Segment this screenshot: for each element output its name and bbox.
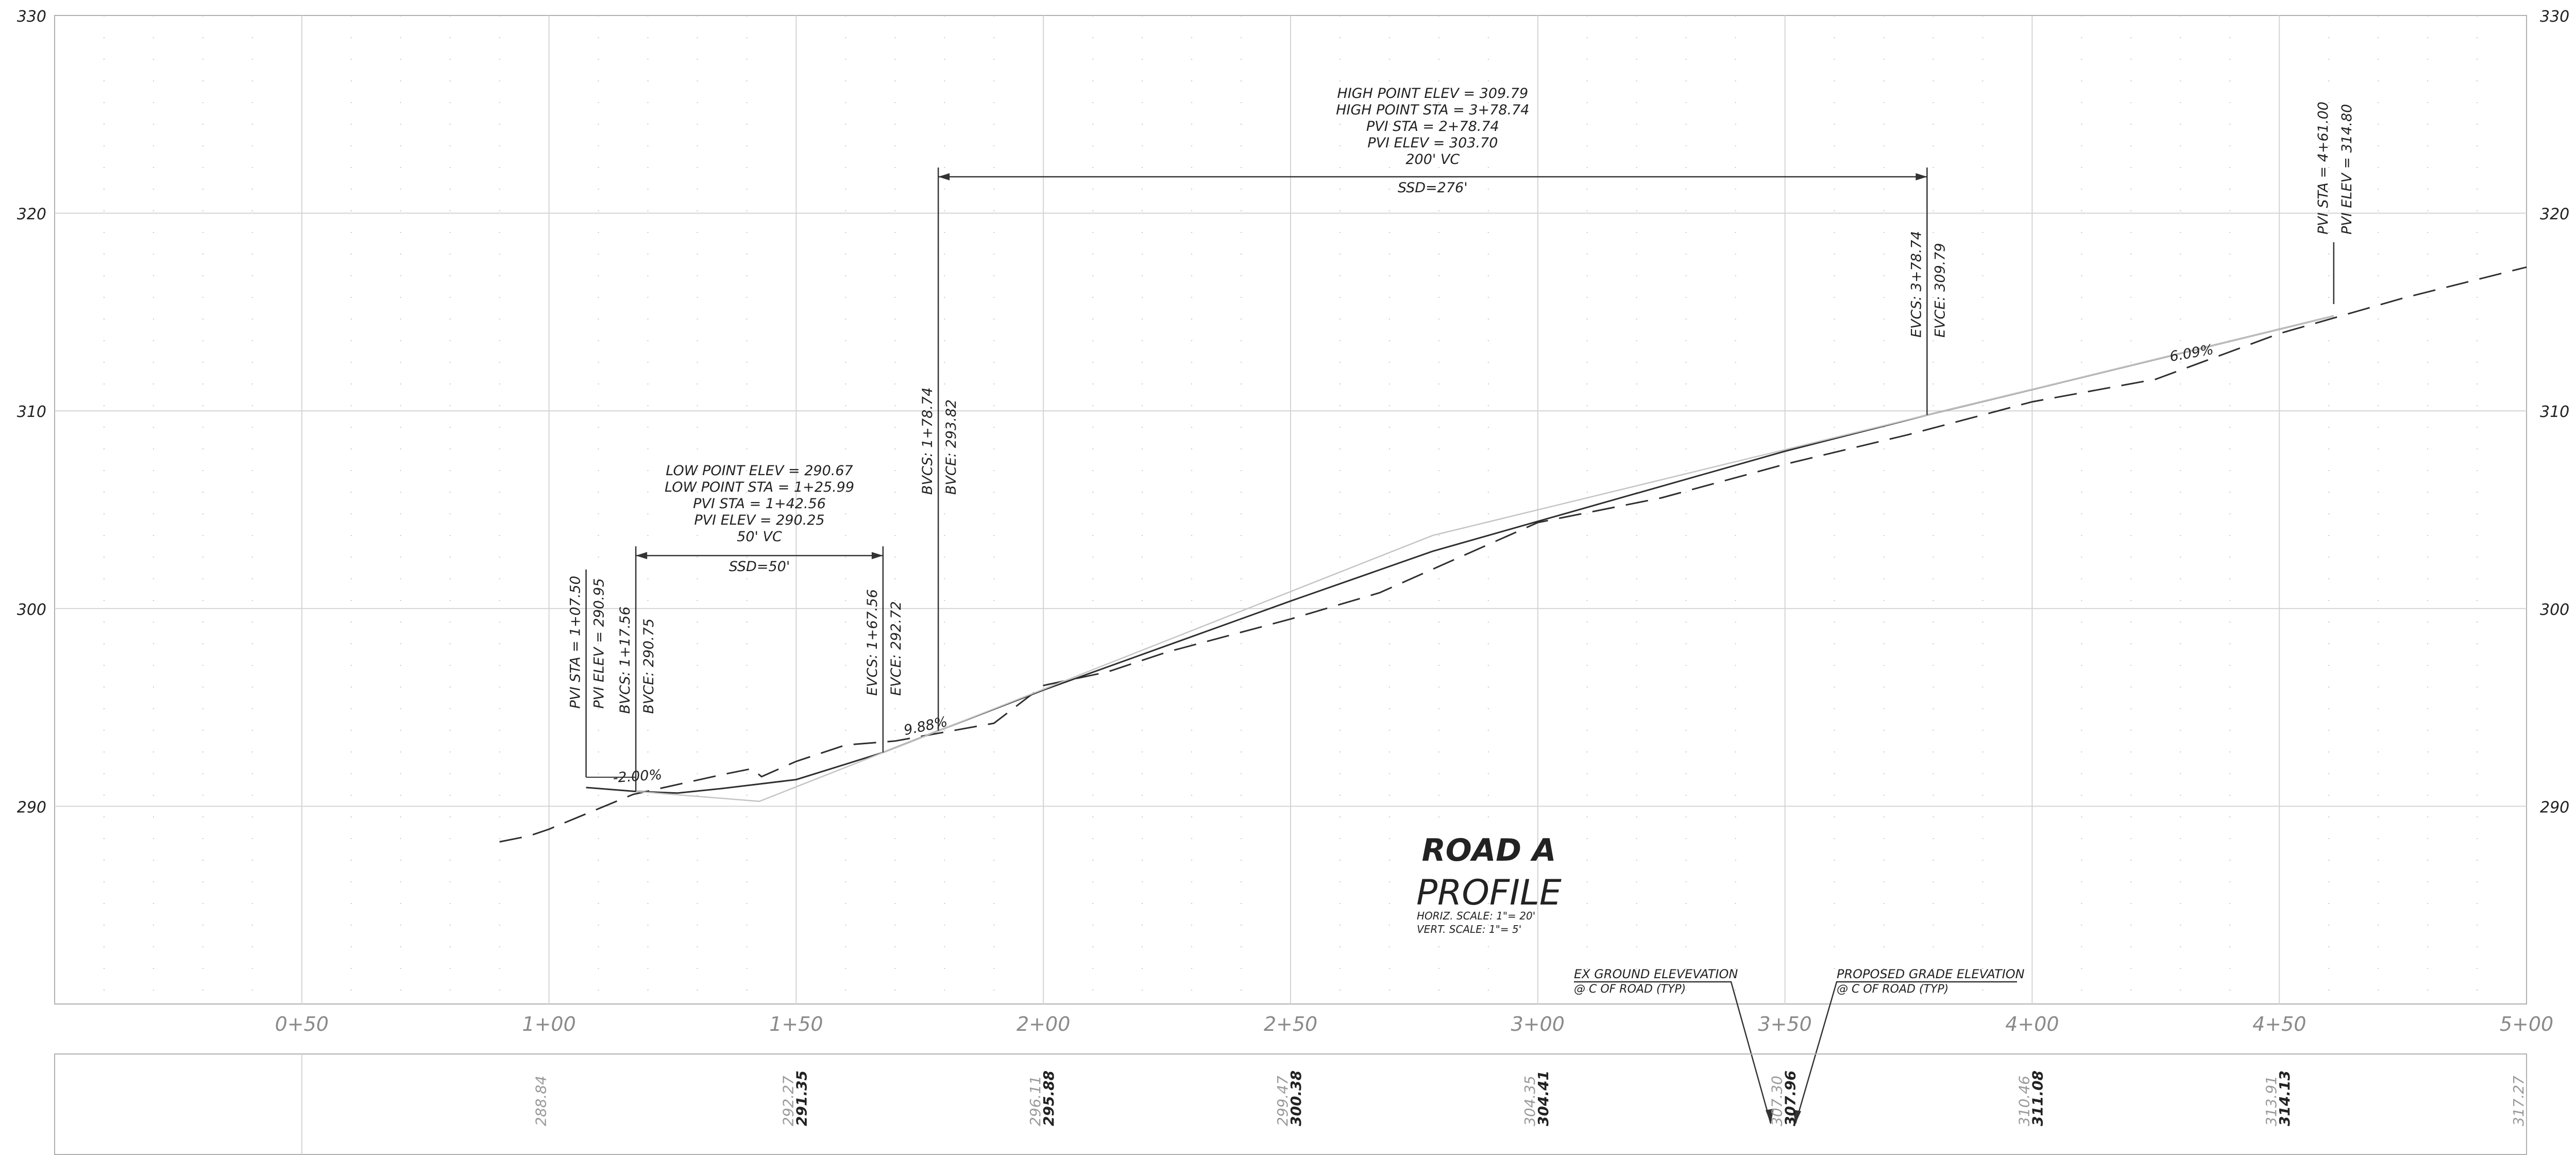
legend-existing-arrow: [1766, 1109, 1774, 1124]
x-tick-label: 5+00: [2500, 1013, 2553, 1035]
existing-elevation-label: 288.84: [533, 1076, 550, 1126]
pvi-elev-label: PVI ELEV = 290.95: [591, 578, 607, 709]
proposed-elevation-label: 295.88: [1040, 1070, 1057, 1126]
vertical-scale-note: VERT. SCALE: 1"= 5': [1417, 923, 1521, 935]
ssd-arrow-left-1: [938, 173, 950, 180]
proposed-elevation-label: 304.41: [1535, 1070, 1552, 1126]
evc-elev-label: EVCE: 292.72: [888, 601, 904, 696]
drawing-title: ROAD A: [1422, 832, 1556, 868]
pvi-station-label: PVI STA = 4+61.00: [2315, 102, 2331, 235]
x-tick-label: 4+50: [2252, 1013, 2306, 1035]
x-tick-label: 1+50: [769, 1013, 823, 1035]
y-tick-label-left: 290: [17, 798, 46, 816]
horizontal-scale-note: HORIZ. SCALE: 1"= 20': [1417, 910, 1535, 922]
bvc-elev-label: BVCE: 290.75: [641, 618, 657, 714]
vc-label-0: PVI STA = 1+42.56: [693, 496, 826, 512]
vc-label-1: HIGH POINT ELEV = 309.79: [1337, 86, 1528, 102]
x-tick-label: 0+50: [275, 1013, 329, 1035]
series-line-2: [636, 315, 2334, 802]
ssd-label-0: SSD=50': [729, 559, 790, 575]
legend-proposed-line2: @ C OF ROAD (TYP): [1837, 983, 1948, 996]
drawing-subtitle: PROFILE: [1416, 873, 1562, 913]
proposed-elevation-label: 311.08: [2029, 1070, 2046, 1126]
axis-tick-labels: 0+50 1+00 1+50 2+00 2+50 3+00 3+50 4+00 4+50 5+00…: [17, 8, 2570, 1035]
evc-elev-label: EVCE: 309.79: [1932, 243, 1948, 338]
grade-label: -2.00%: [613, 767, 663, 786]
bvc-station-label: BVCS: 1+78.74: [920, 388, 936, 495]
evc-station-label: EVCS: 3+78.74: [1908, 231, 1924, 338]
x-tick-label: 1+00: [522, 1013, 575, 1035]
vc-label-0: PVI ELEV = 290.25: [694, 512, 824, 528]
existing-elevation-label: 304.35: [1521, 1076, 1538, 1126]
y-tick-label-right: 310: [2540, 403, 2569, 421]
evc-station-label: EVCS: 1+67.56: [865, 589, 880, 696]
bvc-elev-label: BVCE: 293.82: [943, 399, 959, 495]
y-tick-label-left: 300: [17, 601, 46, 619]
legend-existing-line1: EX GROUND ELEVEVATION: [1574, 967, 1738, 981]
profile-series: [499, 266, 2527, 843]
ssd-arrow-right-1: [1916, 173, 1927, 180]
existing-elevation-label: 313.91: [2263, 1076, 2280, 1126]
vc-label-1: HIGH POINT STA = 3+78.74: [1336, 102, 1529, 118]
vc-label-1: PVI STA = 2+78.74: [1366, 119, 1499, 135]
legend-existing-leader: [1574, 981, 1772, 1124]
vc-label-0: LOW POINT STA = 1+25.99: [665, 479, 854, 495]
y-tick-label-right: 320: [2540, 206, 2569, 224]
ssd-label-1: SSD=276': [1398, 180, 1468, 196]
x-tick-label: 4+00: [2005, 1013, 2059, 1035]
proposed-elevation-label: 300.38: [1287, 1070, 1304, 1126]
table-frame: [54, 1053, 2527, 1155]
existing-elevation-label: 310.46: [2015, 1076, 2032, 1126]
x-tick-label: 3+50: [1758, 1013, 1811, 1035]
y-tick-label-left: 330: [17, 8, 46, 26]
vc-label-0: LOW POINT ELEV = 290.67: [666, 463, 853, 479]
legend-proposed-line1: PROPOSED GRADE ELEVATION: [1837, 967, 2025, 981]
legend-proposed-leader: [1794, 981, 2017, 1124]
vc-label-1: 200' VC: [1405, 152, 1460, 168]
x-tick-label: 2+00: [1016, 1013, 1070, 1035]
existing-elevation-label: 296.11: [1027, 1076, 1044, 1126]
ssd-arrow-right-0: [871, 552, 883, 559]
pvi-elev-label: PVI ELEV = 314.80: [2339, 104, 2355, 235]
pvi-station-label: PVI STA = 1+07.50: [568, 576, 584, 709]
x-tick-label: 3+00: [1511, 1013, 1565, 1035]
existing-elevation-label: 299.47: [1274, 1076, 1291, 1126]
vc-label-1: PVI ELEV = 303.70: [1367, 135, 1498, 151]
x-tick-label: 2+50: [1264, 1013, 1317, 1035]
title-block: ROAD A PROFILE HORIZ. SCALE: 1"= 20' VER…: [1416, 832, 1562, 935]
ssd-arrow-left-0: [636, 552, 648, 559]
series-line-1: [499, 266, 2527, 843]
y-tick-label-right: 290: [2540, 798, 2569, 816]
proposed-elevation-label: 314.13: [2276, 1070, 2293, 1126]
legend-existing-line2: @ C OF ROAD (TYP): [1574, 983, 1686, 996]
y-tick-label-left: 310: [17, 403, 46, 421]
legend-proposed-arrow: [1793, 1110, 1801, 1124]
proposed-elevation-label: 291.35: [793, 1070, 810, 1126]
proposed-elevation-label: 307.96: [1782, 1070, 1799, 1126]
existing-elevation-label: 307.30: [1769, 1076, 1786, 1126]
existing-elevation-label: 292.27: [779, 1076, 796, 1126]
bvc-station-label: BVCS: 1+17.56: [617, 607, 633, 714]
y-tick-label-left: 320: [17, 206, 46, 224]
profile-grid: [54, 15, 2527, 1005]
y-tick-label-right: 330: [2540, 8, 2569, 26]
existing-elevation-label: 317.27: [2510, 1076, 2527, 1126]
vc-label-0: 50' VC: [737, 529, 782, 545]
y-tick-label-right: 300: [2540, 601, 2569, 619]
